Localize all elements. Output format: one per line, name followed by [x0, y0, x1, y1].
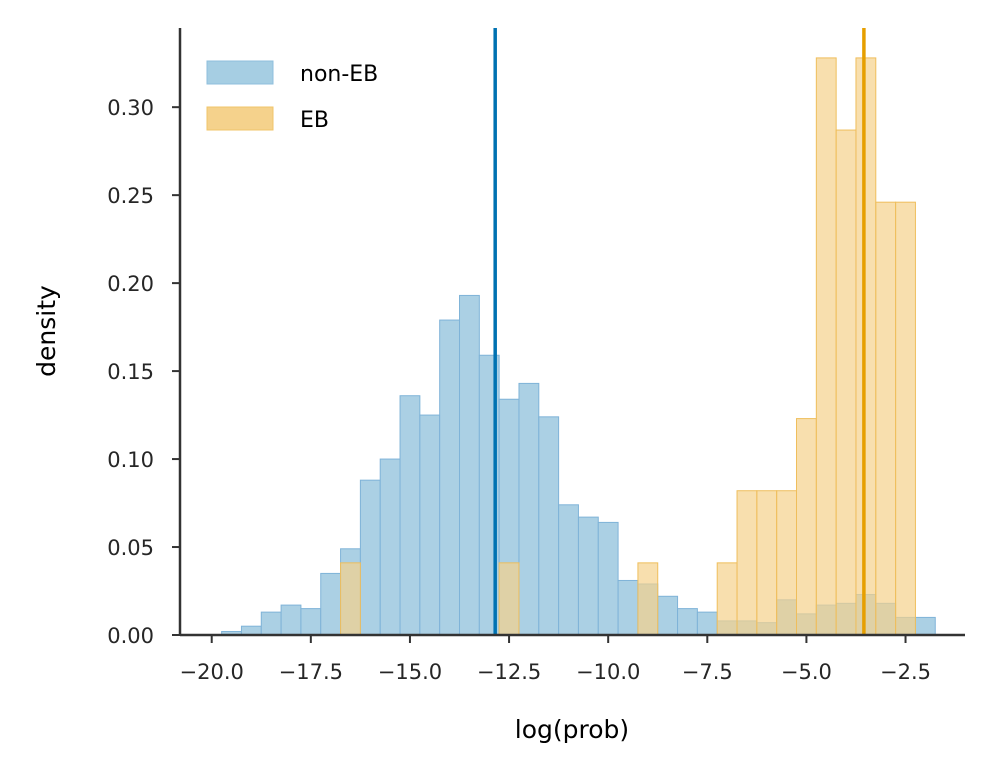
y-tick-label: 0.20	[107, 272, 154, 296]
bar-non-eb-7	[359, 479, 381, 636]
x-tick-label: −2.5	[880, 660, 931, 684]
bar-eb-9	[835, 129, 857, 636]
bar-non-eb-3	[280, 604, 302, 636]
x-tick-label: −7.5	[682, 660, 733, 684]
x-tick-label: −10.0	[576, 660, 640, 684]
bar-eb-2	[637, 562, 659, 636]
bar-non-eb-18	[577, 516, 599, 636]
bar-eb-6	[776, 490, 797, 636]
y-axis-label: density	[32, 285, 61, 377]
y-tick-label: 0.30	[107, 96, 154, 120]
bar-eb-7	[796, 418, 817, 636]
y-tick-label: 0.10	[107, 448, 154, 472]
bar-non-eb-22	[657, 595, 679, 636]
bar-eb-8	[815, 57, 837, 636]
bar-non-eb-20	[617, 579, 639, 636]
bar-eb-0	[340, 562, 361, 636]
y-tick-label: 0.05	[107, 536, 154, 560]
x-axis-ticks: −20.0 −17.5 −15.0 −12.5 −10.0 −7.5 −5.0 −2.5	[180, 635, 931, 684]
bar-non-eb-1	[240, 625, 262, 636]
bar-non-eb-35	[914, 616, 936, 636]
bar-eb-11	[875, 201, 897, 636]
bar-non-eb-17	[558, 504, 579, 636]
legend-label-eb: EB	[300, 108, 329, 133]
bar-non-eb-9	[399, 395, 421, 636]
legend-label-non-eb: non-EB	[300, 62, 378, 87]
bar-non-eb-8	[379, 458, 401, 636]
bar-non-eb-2	[260, 611, 282, 636]
bar-non-eb-24	[696, 611, 718, 636]
bar-non-eb-10	[419, 414, 441, 636]
x-tick-label: −5.0	[781, 660, 832, 684]
x-tick-label: −20.0	[180, 660, 244, 684]
bar-eb-1	[498, 562, 520, 636]
y-tick-label: 0.15	[107, 360, 154, 384]
legend: non-EB EB	[206, 60, 378, 133]
legend-swatch-eb	[206, 106, 274, 131]
bar-eb-4	[736, 490, 758, 636]
y-axis-ticks: 0.00 0.05 0.10 0.15 0.20 0.25 0.30	[107, 96, 180, 648]
bar-eb-5	[756, 490, 778, 636]
bar-eb-10	[855, 57, 877, 636]
bar-non-eb-15	[518, 382, 540, 636]
bar-non-eb-4	[300, 608, 322, 636]
bar-non-eb-16	[538, 416, 560, 636]
bar-non-eb-23	[677, 608, 698, 636]
bar-eb-12	[895, 201, 916, 636]
bar-non-eb-19	[597, 521, 619, 636]
legend-swatch-non-eb	[206, 60, 274, 85]
mean-lines	[493, 28, 866, 635]
bar-non-eb-5	[320, 572, 342, 636]
y-tick-label: 0.00	[107, 624, 154, 648]
bar-eb-3	[716, 562, 738, 636]
x-tick-label: −12.5	[477, 660, 541, 684]
y-tick-label: 0.25	[107, 184, 154, 208]
x-tick-label: −15.0	[378, 660, 442, 684]
bar-non-eb-12	[459, 294, 480, 636]
x-tick-label: −17.5	[279, 660, 343, 684]
x-axis-label: log(prob)	[515, 715, 629, 744]
bar-non-eb-11	[439, 319, 460, 636]
